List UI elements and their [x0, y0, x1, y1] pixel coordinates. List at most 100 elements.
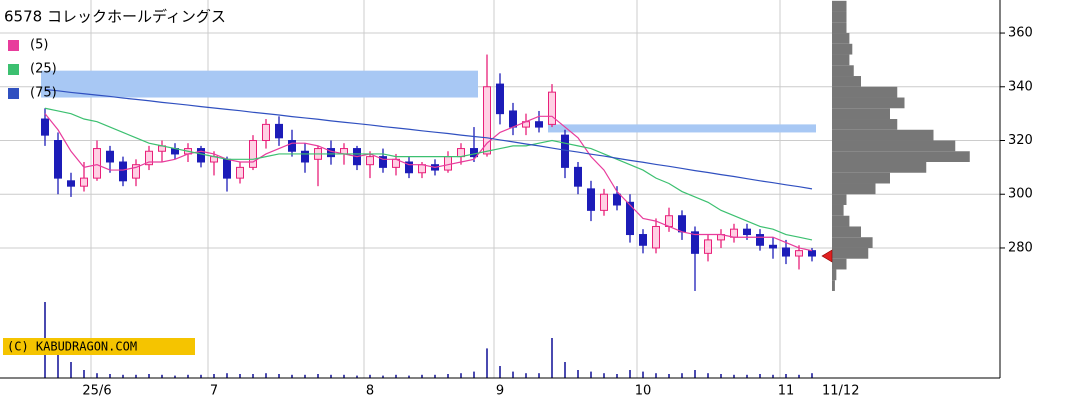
legend-label: (5) [30, 38, 48, 53]
volume-bar [135, 374, 137, 378]
legend-label: (75) [30, 86, 57, 101]
candle-body [80, 177, 88, 187]
profile-bar [832, 43, 853, 55]
x-tick-label: 25/6 [82, 384, 111, 399]
candle-body [249, 140, 257, 168]
candle-body [93, 148, 101, 179]
volume-bar [681, 373, 683, 378]
legend-swatch [8, 88, 19, 99]
profile-bar [832, 140, 956, 152]
watermark-bg [3, 338, 195, 355]
candle-body [600, 193, 608, 211]
volume-bar [330, 374, 332, 378]
volume-bar [200, 374, 202, 378]
candle-body [626, 201, 634, 236]
volume-bar [551, 338, 553, 378]
candle-body [262, 123, 270, 142]
profile-bar [832, 54, 850, 66]
profile-bar [832, 22, 847, 34]
candle-body [639, 234, 647, 246]
ma-line [44, 107, 813, 241]
candle-body [418, 164, 426, 174]
volume-bar [57, 346, 59, 378]
price-zone [41, 70, 478, 98]
volume-bar [707, 373, 709, 378]
price-zone [548, 124, 816, 133]
volume-bar [655, 373, 657, 378]
candle-body [652, 225, 660, 249]
candle-body [54, 140, 62, 179]
volume-bar [512, 371, 514, 378]
candle-body [808, 250, 816, 257]
volume-bar [356, 375, 358, 378]
volume-bar [148, 374, 150, 378]
volume-bar [252, 374, 254, 378]
candle-body [197, 148, 205, 163]
profile-bar [832, 108, 890, 120]
candle-body [678, 215, 686, 233]
candle-body [743, 228, 751, 236]
volume-bar [382, 375, 384, 378]
volume-bar [798, 374, 800, 378]
volume-bar [694, 370, 696, 378]
candle-body [67, 180, 75, 187]
y-tick-label: 320 [1008, 133, 1033, 148]
candle-body [613, 193, 621, 206]
profile-bar [832, 226, 861, 238]
volume-bar [499, 366, 501, 378]
profile-bar [832, 194, 847, 205]
ma-line [44, 113, 813, 252]
legend-label: (25) [30, 62, 57, 77]
candle-body [223, 158, 231, 179]
profile-bar [832, 86, 898, 98]
volume-bar [434, 374, 436, 378]
volume-bar [746, 374, 748, 378]
legend-swatch [8, 64, 19, 75]
volume-bar [473, 371, 475, 378]
x-tick-label: 8 [366, 384, 374, 399]
volume-bar [395, 374, 397, 378]
volume-bar [96, 373, 98, 378]
volume-bar [460, 373, 462, 378]
volume-bar [668, 374, 670, 378]
volume-bar [291, 374, 293, 378]
candle-body [509, 110, 517, 128]
candle-body [535, 121, 543, 128]
x-tick-label: 11 [778, 384, 795, 399]
volume-bar [265, 373, 267, 378]
candle-body [795, 250, 803, 257]
volume-bar [759, 374, 761, 378]
last-price-marker [821, 249, 833, 263]
candle-body [444, 156, 452, 171]
candle-body [587, 188, 595, 211]
volume-bar [564, 362, 566, 378]
candle-body [379, 156, 387, 168]
volume-bar [616, 374, 618, 378]
candle-body [106, 150, 114, 163]
volume-bar [811, 373, 813, 378]
volume-bar [83, 370, 85, 378]
volume-bar [213, 374, 215, 378]
y-tick-label: 360 [1008, 26, 1033, 41]
profile-bar [832, 215, 850, 227]
x-tick-label: 10 [635, 384, 652, 399]
candle-body [470, 148, 478, 158]
profile-bar [832, 129, 934, 141]
volume-bar [603, 373, 605, 378]
candle-body [691, 231, 699, 254]
x-tick-label: 9 [496, 384, 504, 399]
volume-bar [785, 374, 787, 378]
volume-bar [369, 374, 371, 378]
profile-bar [832, 65, 854, 77]
candle-body [704, 239, 712, 254]
candle-body [288, 140, 296, 152]
candle-body [275, 123, 283, 139]
volume-bar [629, 370, 631, 378]
volume-bar [239, 374, 241, 378]
y-tick-label: 300 [1008, 187, 1033, 202]
volume-bar [317, 374, 319, 378]
volume-bar [590, 371, 592, 378]
profile-bar [832, 204, 844, 216]
volume-bar [109, 374, 111, 378]
